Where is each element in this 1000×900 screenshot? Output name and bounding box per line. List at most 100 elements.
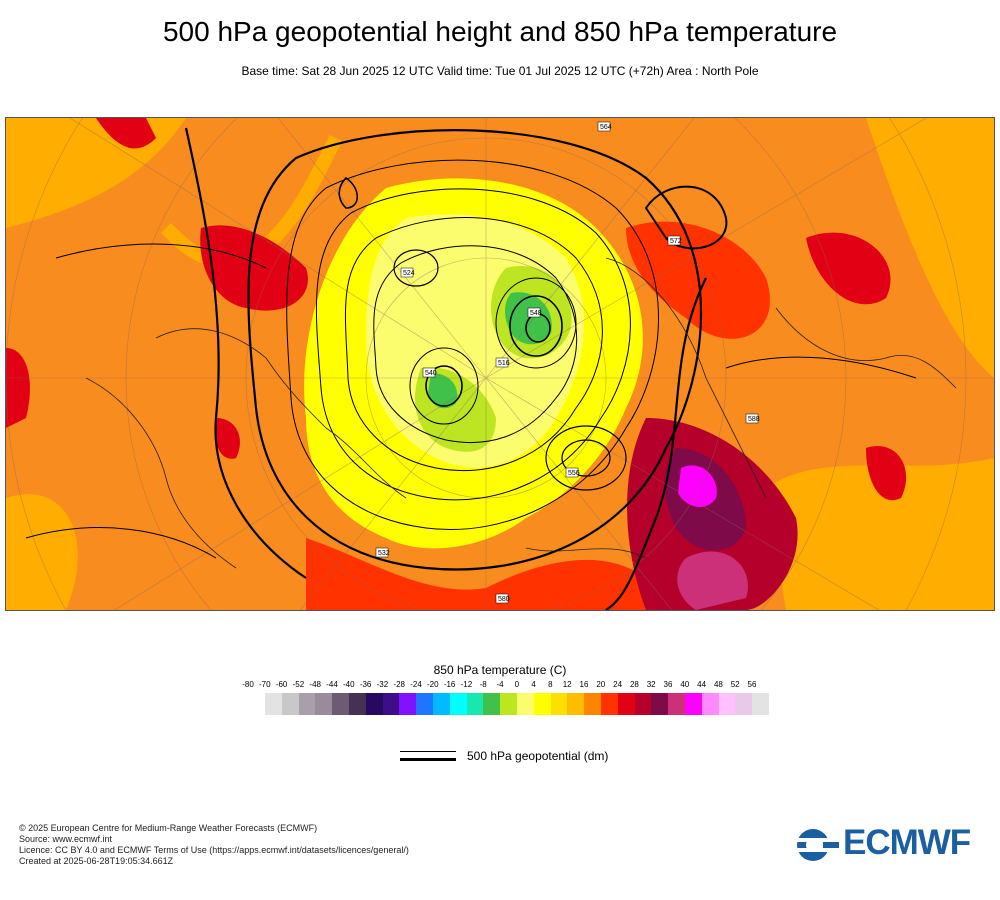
- map-canvas: 564 572 540 548 556 524 516 532 588 580: [6, 118, 994, 610]
- colorbar-swatch: [567, 693, 585, 715]
- colorbar-swatch: [735, 693, 753, 715]
- colorbar-swatch: [701, 693, 719, 715]
- contour-label: 564: [597, 121, 612, 132]
- colorbar-tick-label: 24: [613, 680, 623, 689]
- svg-text:588: 588: [748, 416, 760, 423]
- temp-zone: [6, 348, 30, 428]
- colorbar-swatch: [348, 693, 366, 715]
- temp-zone: [678, 465, 717, 508]
- colorbar-swatch: [668, 693, 685, 715]
- colorbar-tick-label: 36: [663, 680, 673, 689]
- contour-label: 588: [745, 413, 760, 424]
- colorbar-tick-label: 40: [680, 680, 690, 689]
- coastlines: [85, 257, 957, 569]
- colorbar-swatch: [382, 693, 400, 715]
- colorbar-tick-label: 32: [646, 680, 656, 689]
- created-line: Created at 2025-06-28T19:05:34.661Z: [19, 856, 174, 866]
- colorbar-swatch: [281, 693, 299, 715]
- colorbar-tick-label: -44: [326, 680, 338, 689]
- colorbar-swatch: [533, 693, 551, 715]
- colorbar-swatch: [600, 693, 618, 715]
- ecmwf-logo-text: ECMWF: [843, 823, 971, 862]
- colorbar-swatch: [265, 693, 282, 715]
- colorbar-ticks: -80 -70 -60 -52 -48 -44 -40 -36 -32 -28 -24 -20 -16-…: [0, 680, 1000, 692]
- geopotential-contours: [25, 127, 917, 610]
- colorbar-swatch: [584, 693, 601, 715]
- temp-zone: [866, 118, 994, 378]
- temp-zone: [806, 232, 891, 305]
- licence-line: Licence: CC BY 4.0 and ECMWF Terms of Us…: [19, 845, 409, 855]
- colorbar-swatch: [449, 693, 467, 715]
- svg-text:556: 556: [568, 470, 580, 477]
- svg-text:564: 564: [600, 124, 612, 131]
- colorbar-swatch: [416, 693, 433, 715]
- temp-zone: [6, 494, 78, 610]
- colorbar-tick-label: 4: [531, 680, 536, 689]
- colorbar-tick-label: 28: [629, 680, 639, 689]
- contour-legend-label: 500 hPa geopotential (dm): [467, 749, 609, 763]
- contour-label: 580: [495, 593, 510, 604]
- temp-zone: [306, 538, 658, 610]
- colorbar-swatch: [617, 693, 635, 715]
- temp-zone: [96, 118, 156, 149]
- colorbar-tick-label: -36: [359, 680, 372, 689]
- svg-text:532: 532: [378, 550, 390, 557]
- source-line: Source: www.ecmwf.int: [19, 834, 113, 844]
- footer: © 2025 European Centre for Medium-Range …: [19, 823, 409, 867]
- colorbar-tick-label: -70: [259, 680, 271, 689]
- svg-text:572: 572: [670, 238, 682, 245]
- temperature-legend-title: 850 hPa temperature (C): [433, 663, 567, 677]
- colorbar-tick-label: 56: [747, 680, 757, 689]
- colorbar-tick-label: 48: [713, 680, 723, 689]
- ecmwf-logo[interactable]: ECMWF: [795, 823, 985, 863]
- contour-label: 540: [422, 367, 437, 378]
- colorbar-tick-label: 8: [548, 680, 553, 689]
- colorbar-tick-label: -52: [292, 680, 305, 689]
- colorbar-tick-label: -32: [376, 680, 389, 689]
- svg-text:548: 548: [530, 310, 542, 317]
- colorbar-swatch: [315, 693, 333, 715]
- temp-zone: [677, 551, 748, 610]
- colorbar-swatch: [332, 693, 349, 715]
- colorbar-swatch: [516, 693, 534, 715]
- svg-text:516: 516: [498, 360, 510, 367]
- colorbar-tick-label: 44: [697, 680, 707, 689]
- ecmwf-logo-icon: [797, 829, 839, 861]
- temp-zone: [200, 225, 308, 311]
- temp-zone: [428, 373, 458, 409]
- contour-label: 556: [565, 467, 580, 478]
- colorbar-tick-label: 20: [596, 680, 606, 689]
- colorbar-tick-label: -4: [496, 680, 504, 689]
- contour-label-group: 564 572 540 548 556 524 516 532 588 580: [375, 121, 760, 604]
- contour-legend-lines-icon: [400, 751, 456, 761]
- colorbar-tick-label: -12: [460, 680, 473, 689]
- contour-label: 532: [375, 547, 390, 558]
- colorbar-tick-label: -48: [309, 680, 321, 689]
- colorbar-tick-label: -24: [410, 680, 422, 689]
- colorbar-tick-label: 12: [562, 680, 572, 689]
- graticule: [6, 118, 994, 610]
- colorbar-swatch: [752, 693, 769, 715]
- svg-text:580: 580: [498, 596, 510, 603]
- copyright-line: © 2025 European Centre for Medium-Range …: [19, 823, 318, 833]
- colorbar-tick-label: -60: [275, 680, 288, 689]
- contour-label: 572: [667, 235, 682, 246]
- contour-label: 524: [400, 267, 415, 278]
- colorbar-swatch: [466, 693, 484, 715]
- colorbar-swatch: [550, 693, 568, 715]
- colorbar-swatch: [651, 693, 669, 715]
- colorbar-tick-label: -40: [343, 680, 355, 689]
- temp-zone: [214, 418, 240, 459]
- page-title: 500 hPa geopotential height and 850 hPa …: [162, 16, 838, 47]
- svg-text:524: 524: [403, 270, 415, 277]
- temp-zone: [866, 446, 907, 501]
- svg-text:540: 540: [425, 370, 437, 377]
- temp-zone: [766, 458, 994, 610]
- colorbar-swatch: [500, 693, 517, 715]
- colorbar-tick-label: 0: [514, 680, 520, 689]
- colorbar-swatch: [432, 693, 450, 715]
- colorbar-tick-label: 16: [579, 680, 589, 689]
- colorbar-swatch: [483, 693, 501, 715]
- colorbar-swatch: [684, 693, 702, 715]
- north-pole-map[interactable]: 564 572 540 548 556 524 516 532 588 580: [5, 117, 995, 611]
